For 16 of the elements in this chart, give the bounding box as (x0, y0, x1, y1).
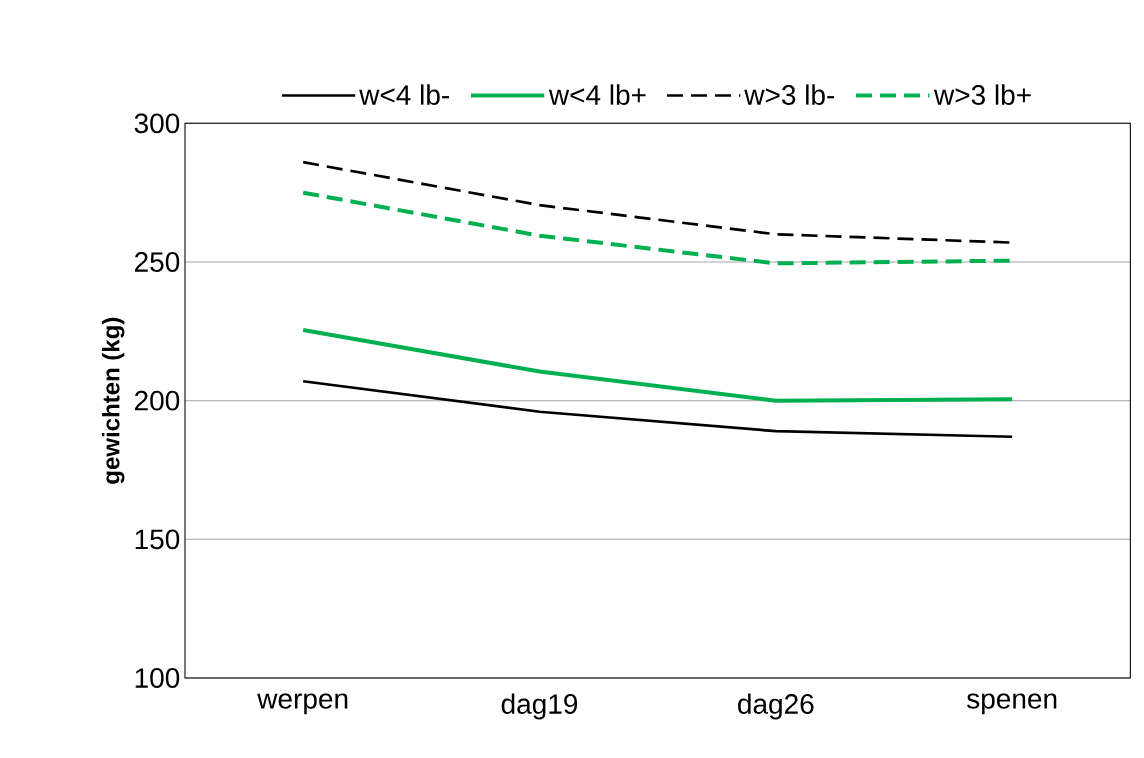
legend-label: w>3 lb+ (934, 84, 1031, 105)
y-tick-label: 150 (135, 529, 180, 550)
y-tick-label: 200 (134, 390, 180, 411)
y-tick-label: 100 (135, 668, 180, 688)
legend-label: w<4 lb+ (548, 84, 646, 105)
y-axis-title: gewichten (kg) (101, 317, 125, 484)
line-series (301, 379, 1014, 439)
x-tick-label: werpen (257, 693, 348, 715)
x-tick-label: dag19 (501, 693, 578, 720)
line-series (301, 327, 1015, 403)
legend-label: w<4 lb- (359, 84, 449, 105)
y-tick-label: 300 (134, 113, 180, 134)
x-tick-label: spenen (967, 693, 1057, 715)
x-tick-label: dag26 (738, 693, 814, 720)
legend-label: w>3 lb- (744, 84, 835, 105)
y-tick-label: 250 (134, 252, 180, 272)
